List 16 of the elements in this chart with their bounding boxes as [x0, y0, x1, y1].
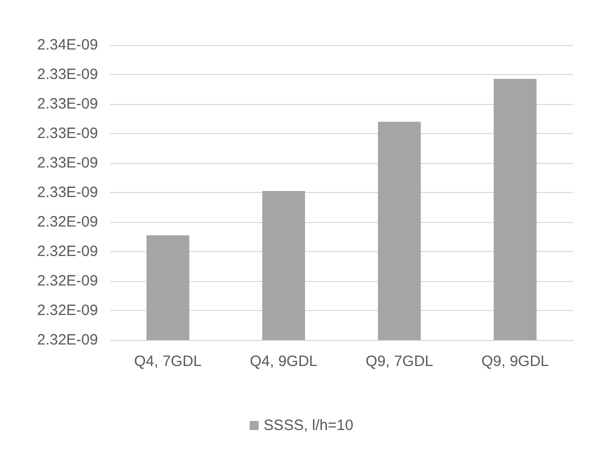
y-tick-label: 2.33E-09: [37, 125, 98, 142]
y-tick-label: 2.33E-09: [37, 96, 98, 112]
y-tick-label: 2.32E-09: [37, 272, 98, 290]
y-tick-label: 2.32E-09: [37, 243, 98, 260]
x-tick-label: Q9, 7GDL: [366, 353, 434, 370]
y-tick-label: 2.33E-09: [37, 184, 98, 201]
x-tick-label: Q4, 7GDL: [134, 353, 202, 370]
y-tick-label: 2.32E-09: [37, 214, 98, 230]
y-tick-label: 2.33E-09: [37, 154, 98, 172]
y-tick-label: 2.32E-09: [37, 302, 98, 319]
y-tick-label: 2.32E-09: [37, 332, 98, 348]
y-tick-label: 2.33E-09: [37, 66, 98, 83]
x-tick-label: Q9, 9GDL: [481, 353, 549, 370]
x-tick-label: Q4, 9GDL: [250, 353, 318, 370]
legend-label: SSSS, l/h=10: [264, 417, 354, 434]
y-tick-label: 2.34E-09: [37, 36, 98, 54]
